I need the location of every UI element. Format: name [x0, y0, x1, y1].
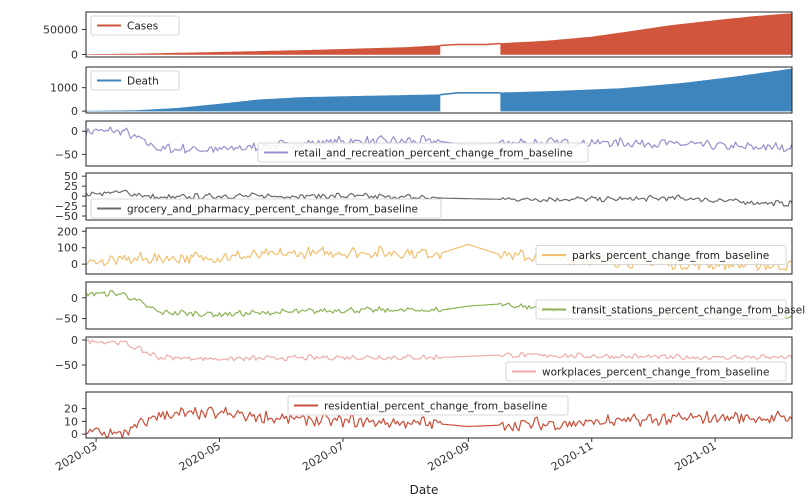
legend: parks_percent_change_from_baseline — [535, 245, 787, 265]
x-tick-label: 2020-07 — [300, 439, 346, 473]
y-tick-label: −50 — [55, 313, 78, 326]
legend-box — [257, 142, 589, 163]
x-tick-label: 2021-01 — [672, 439, 718, 473]
series-line — [86, 243, 792, 272]
y-tick-label: 50000 — [43, 24, 78, 37]
panel-frame — [85, 120, 793, 167]
area-segment-2 — [500, 68, 792, 112]
legend: Cases — [90, 15, 180, 36]
y-tick-label: 50 — [64, 170, 78, 183]
y-tick-label: 0 — [71, 292, 78, 305]
area-segment-1 — [86, 94, 441, 112]
legend: workplaces_percent_change_from_baseline — [505, 361, 787, 382]
panel-frame — [85, 227, 793, 275]
legend-label: Cases — [127, 21, 158, 33]
y-tick-label: 0 — [71, 105, 78, 118]
legend-box — [90, 70, 180, 91]
y-tick-label: 0 — [71, 334, 78, 347]
legend-box — [535, 245, 787, 265]
y-tick-label: 0 — [71, 49, 78, 62]
y-tick-label: −50 — [55, 148, 78, 161]
legend: grocery_and_pharmacy_percent_change_from… — [90, 198, 442, 219]
y-tick-label: −25 — [55, 200, 78, 213]
legend: Death — [90, 70, 180, 91]
x-tick-label: 2020-05 — [177, 439, 223, 473]
y-tick-label: 20 — [64, 403, 78, 416]
legend: transit_stations_percent_change_from_bas… — [535, 299, 806, 320]
y-tick-label: 200 — [57, 225, 78, 238]
legend-label: Death — [127, 76, 159, 88]
y-tick-label: −50 — [55, 210, 78, 223]
legend-box — [90, 15, 180, 36]
x-tick-label: 2020-11 — [549, 439, 595, 473]
legend-box — [535, 299, 787, 320]
gap-connector-line — [439, 92, 501, 96]
series-line — [86, 339, 792, 362]
y-tick-label: 0 — [71, 125, 78, 138]
legend-label: workplaces_percent_change_from_baseline — [542, 367, 769, 379]
panel-3: −50 0 retail_and_recreation_percent_change… — [55, 120, 793, 167]
legend-label: residential_percent_change_from_baseline — [324, 401, 547, 413]
y-tick-label: 0 — [71, 428, 78, 441]
x-tick-label: 2020-03 — [53, 439, 99, 473]
area-segment-1 — [86, 45, 441, 55]
panel-frame — [85, 66, 793, 114]
series-line — [86, 126, 792, 154]
legend-box — [90, 198, 442, 219]
panel-frame — [85, 391, 793, 439]
legend-label: grocery_and_pharmacy_percent_change_from… — [127, 204, 418, 216]
panel-5: 0 100 200 parks_percent_change_from_baselin… — [57, 225, 793, 275]
series-line — [86, 189, 792, 207]
y-tick-label: 100 — [57, 242, 78, 255]
y-tick-label: 25 — [64, 180, 78, 193]
y-tick-label: 0 — [71, 190, 78, 203]
panel-frame — [85, 11, 793, 58]
panel-frame — [85, 336, 793, 385]
gap-connector-line — [439, 42, 501, 47]
legend-label: transit_stations_percent_change_from_bas… — [572, 305, 806, 317]
panel-1: 0 50000 Cases — [43, 11, 793, 62]
x-tick-label: 2020-09 — [426, 439, 472, 473]
legend-box — [287, 395, 569, 416]
panel-frame — [85, 281, 793, 330]
legend-box — [505, 361, 787, 382]
legend-label: retail_and_recreation_percent_change_fro… — [294, 148, 573, 160]
panel-7: −50 0 workplaces_percent_change_from_basel… — [55, 334, 793, 385]
legend: retail_and_recreation_percent_change_fro… — [257, 142, 589, 163]
y-tick-label: −50 — [55, 359, 78, 372]
legend-label: parks_percent_change_from_baseline — [572, 250, 769, 262]
y-tick-label: 10 — [64, 415, 78, 428]
series-line — [86, 406, 792, 438]
x-axis-title: Date — [410, 483, 439, 497]
panel-6: −50 0 transit_stations_percent_change_from… — [55, 281, 806, 330]
panel-2: 0 1000 Death — [50, 66, 793, 118]
y-tick-label: 0 — [71, 258, 78, 271]
y-tick-label: 1000 — [50, 82, 78, 95]
area-segment-2 — [500, 13, 792, 55]
legend: residential_percent_change_from_baseline — [287, 395, 569, 416]
